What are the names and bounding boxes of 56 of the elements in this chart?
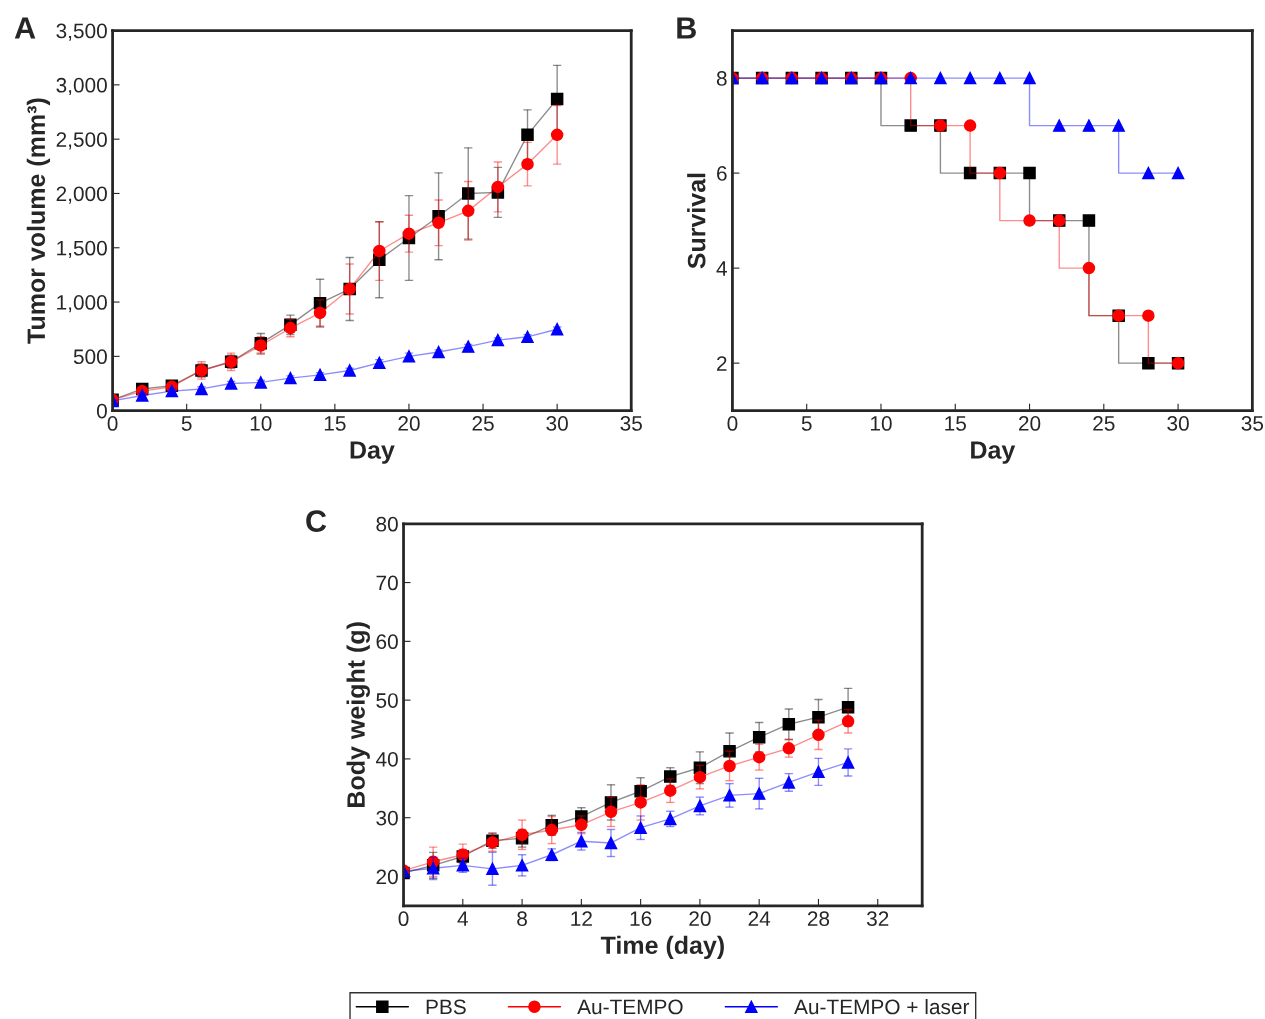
y-tick-label: 1,000 (57, 295, 107, 313)
y-tick-label: 20 (376, 869, 398, 885)
y-tick-label: 2,000 (56, 186, 107, 204)
y-axis-title: Tumor volume (mm³) (26, 98, 51, 344)
x-tick-label: 32 (866, 911, 889, 927)
x-tick-label: 30 (546, 416, 568, 431)
x-tick-label: 35 (620, 416, 642, 431)
y-tick-label: 80 (376, 516, 398, 532)
x-tick-label: 10 (870, 416, 892, 431)
x-tick-label: 0 (107, 416, 118, 431)
x-tick-label: 20 (689, 911, 711, 927)
x-tick-label: 16 (630, 911, 652, 927)
y-tick-label: 4 (716, 261, 727, 276)
y-axis-title: Body weight (g) (346, 622, 370, 807)
y-tick-label: 40 (375, 751, 398, 767)
y-tick-label: 3,000 (56, 77, 107, 96)
x-tick-label: 20 (398, 416, 420, 431)
x-tick-label: 8 (517, 911, 527, 927)
y-tick-label: 50 (376, 693, 398, 708)
x-tick-label: 25 (472, 416, 494, 431)
x-tick-label: 0 (727, 416, 738, 431)
y-tick-label: 2,500 (56, 132, 107, 150)
x-tick-label: 4 (457, 911, 468, 926)
y-tick-label: 0 (96, 403, 107, 419)
y-tick-label: 1,500 (57, 240, 107, 258)
x-tick-label: 24 (748, 911, 771, 926)
x-tick-label: 15 (945, 416, 966, 431)
chart-title: C (306, 510, 327, 532)
y-tick-label: 6 (717, 166, 727, 181)
y-tick-label: 2 (717, 356, 727, 371)
chart-title: A (14, 17, 36, 39)
y-tick-label: 60 (376, 634, 398, 650)
x-tick-label: 5 (801, 416, 812, 431)
legend-label: PBS (426, 999, 466, 1015)
x-tick-label: 15 (324, 416, 346, 431)
x-tick-label: 0 (398, 911, 409, 927)
x-tick-label: 5 (181, 416, 192, 431)
x-axis-title: Time (day) (600, 935, 724, 960)
legend-label: Au-TEMPO (577, 999, 683, 1015)
y-axis-title: Survival (687, 173, 706, 269)
x-tick-label: 12 (571, 911, 592, 926)
x-tick-label: 30 (1167, 416, 1189, 431)
y-tick-label: 8 (716, 71, 727, 86)
y-tick-label: 500 (73, 349, 107, 365)
y-tick-label: 30 (376, 810, 398, 826)
x-tick-label: 20 (1018, 416, 1041, 431)
x-tick-label: 35 (1241, 416, 1264, 431)
legend-label: Au-TEMPO + laser (794, 998, 970, 1015)
x-tick-label: 25 (1093, 416, 1115, 431)
chart-title: B (677, 17, 696, 39)
x-axis-title: Day (971, 441, 1016, 464)
x-tick-label: 10 (250, 416, 272, 431)
y-tick-label: 3,500 (56, 23, 107, 41)
x-axis-title: Day (350, 441, 395, 464)
y-tick-label: 70 (376, 575, 398, 591)
x-tick-label: 28 (807, 911, 830, 927)
